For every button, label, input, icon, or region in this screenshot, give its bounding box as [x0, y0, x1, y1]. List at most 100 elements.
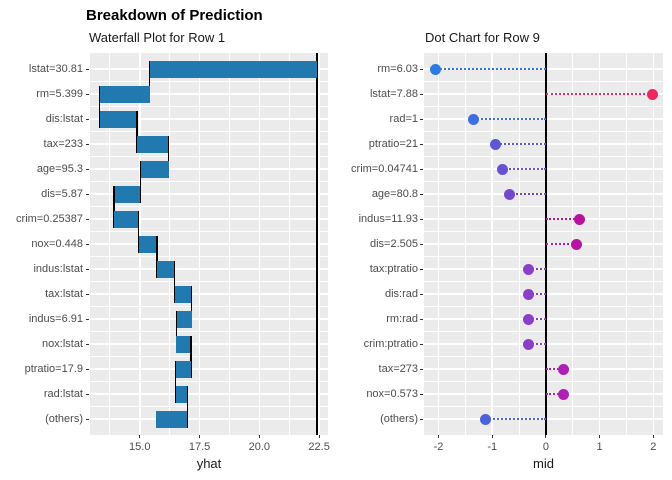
- y-tick-mark: [420, 293, 423, 295]
- dot-leader-line: [502, 168, 546, 170]
- gridline-minor: [90, 106, 328, 107]
- x-tick-label: 1: [596, 441, 603, 453]
- gridline-minor: [424, 206, 663, 207]
- gridline-major: [424, 393, 663, 395]
- dot-point: [522, 338, 534, 350]
- waterfall-connector: [136, 110, 138, 153]
- gridline-major: [90, 118, 328, 120]
- y-axis-label: rm=6.03: [377, 63, 418, 75]
- waterfall-connector: [137, 210, 140, 253]
- y-tick-mark: [420, 118, 423, 120]
- y-axis-label: rad:lstat: [43, 388, 83, 400]
- gridline-minor: [90, 281, 328, 282]
- waterfall-bar: [176, 310, 192, 328]
- y-tick-mark: [420, 268, 423, 270]
- waterfall-title: Waterfall Plot for Row 1: [89, 30, 226, 45]
- y-tick-mark: [420, 93, 423, 95]
- dot-leader-line: [545, 243, 577, 245]
- waterfall-bar: [175, 360, 192, 378]
- waterfall-connector: [139, 160, 142, 203]
- dot-leader-line: [528, 268, 546, 270]
- gridline-minor: [424, 156, 663, 157]
- gridline-minor: [424, 281, 663, 282]
- gridline-minor: [424, 406, 663, 407]
- waterfall-connector: [186, 385, 189, 428]
- y-axis-label: (others): [45, 413, 83, 425]
- gridline-minor: [424, 306, 663, 307]
- y-axis-label: indus=11.93: [358, 213, 418, 225]
- y-tick-mark: [420, 68, 423, 70]
- y-tick-mark: [420, 218, 423, 220]
- x-tick-label: 17.5: [188, 441, 211, 453]
- dot-point: [468, 113, 480, 125]
- gridline-minor: [424, 331, 663, 332]
- x-tick-label: 15.0: [129, 441, 151, 453]
- dotchart-title: Dot Chart for Row 9: [425, 30, 540, 45]
- gridline-major: [90, 393, 328, 395]
- gridline-minor: [424, 81, 663, 82]
- waterfall-connector: [190, 335, 192, 378]
- y-axis-label: nox=0.448: [31, 238, 83, 250]
- gridline-major: [90, 293, 328, 295]
- waterfall-bar: [140, 160, 169, 178]
- x-tick-mark: [545, 435, 547, 438]
- dot-leader-line: [528, 318, 546, 320]
- gridline-minor: [90, 256, 328, 257]
- figure-title: Breakdown of Prediction: [86, 7, 263, 24]
- waterfall-connector: [99, 85, 101, 128]
- x-tick-mark: [599, 435, 601, 438]
- gridline-minor: [90, 156, 328, 157]
- y-tick-mark: [86, 393, 89, 395]
- dot-leader-line: [545, 93, 653, 95]
- gridline-minor: [90, 206, 328, 207]
- y-axis-label: dis:rad: [384, 288, 418, 300]
- dot-leader-line: [528, 343, 546, 345]
- waterfall-plot-panel: [90, 53, 328, 435]
- gridline-minor: [90, 356, 328, 357]
- y-axis-label: dis=2.505: [369, 238, 418, 250]
- dot-point: [496, 163, 508, 175]
- gridline-major: [90, 143, 328, 145]
- gridline-minor: [90, 181, 328, 182]
- dot-point: [430, 63, 442, 75]
- waterfall-bar: [174, 285, 192, 303]
- waterfall-bar: [155, 410, 188, 428]
- y-axis-label: tax:lstat: [45, 288, 83, 300]
- y-tick-mark: [86, 143, 89, 145]
- y-tick-mark: [86, 68, 89, 70]
- y-axis-label: rm=5.399: [36, 88, 83, 100]
- dot-leader-line: [473, 118, 546, 120]
- gridline-major: [424, 243, 663, 245]
- gridline-major: [90, 318, 328, 320]
- y-tick-mark: [420, 168, 423, 170]
- x-tick-label: 20.0: [248, 441, 271, 453]
- y-tick-mark: [86, 168, 89, 170]
- dot-leader-line: [495, 143, 546, 145]
- waterfall-connector: [156, 235, 158, 278]
- x-tick-label: -2: [433, 441, 444, 453]
- y-axis-label: indus=6.91: [28, 313, 83, 325]
- x-tick-mark: [652, 435, 654, 438]
- y-tick-mark: [86, 218, 89, 220]
- y-tick-mark: [420, 193, 423, 195]
- x-tick-label: 2: [650, 441, 657, 453]
- dot-point: [573, 213, 585, 225]
- y-tick-mark: [420, 243, 423, 245]
- y-tick-mark: [420, 143, 423, 145]
- gridline-minor: [90, 231, 328, 232]
- dot-point: [522, 263, 534, 275]
- baseline-line: [315, 53, 318, 435]
- waterfall-connector: [173, 260, 176, 303]
- dot-point: [490, 138, 502, 150]
- gridline-minor: [90, 331, 328, 332]
- y-axis-label: ptratio=17.9: [24, 363, 83, 375]
- waterfall-bar: [176, 335, 192, 353]
- y-tick-mark: [86, 118, 89, 120]
- gridline-major: [424, 218, 663, 220]
- gridline-major: [90, 218, 328, 220]
- waterfall-x-axis-label: yhat: [196, 456, 222, 471]
- y-axis-label: age=80.8: [371, 188, 418, 200]
- gridline-major: [90, 343, 328, 345]
- y-axis-label: indus:lstat: [33, 263, 83, 275]
